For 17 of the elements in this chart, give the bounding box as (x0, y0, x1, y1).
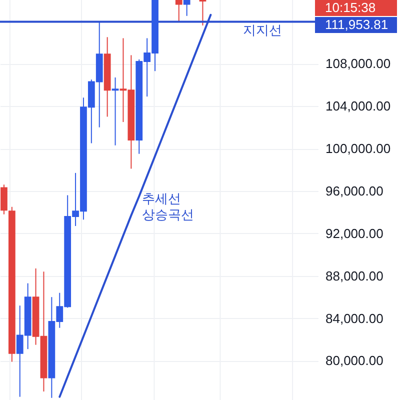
y-tick-label: 88,000.00 (326, 268, 384, 284)
text: 10:15:38 (325, 0, 376, 15)
series-label: 추세선 상승곡선 (142, 190, 194, 222)
y-tick-label: 104,000.00 (326, 98, 391, 114)
y-tick-label: 80,000.00 (326, 353, 384, 368)
candlestick (199, 0, 206, 26)
y-tick-label: 92,000.00 (326, 226, 384, 241)
candlestick (175, 0, 182, 23)
y-tick-label: 84,000.00 (326, 310, 384, 326)
candlestick (0, 184, 8, 215)
candlestick (183, 0, 190, 16)
y-tick-label: 108,000.00 (326, 56, 391, 72)
candlestick (112, 76, 119, 146)
y-tick-label: 96,000.00 (326, 183, 384, 198)
y-tick-label: 100,000.00 (326, 141, 391, 156)
ref-line-label: 지지선 (243, 22, 282, 38)
text: 111,953.81 (325, 17, 388, 32)
